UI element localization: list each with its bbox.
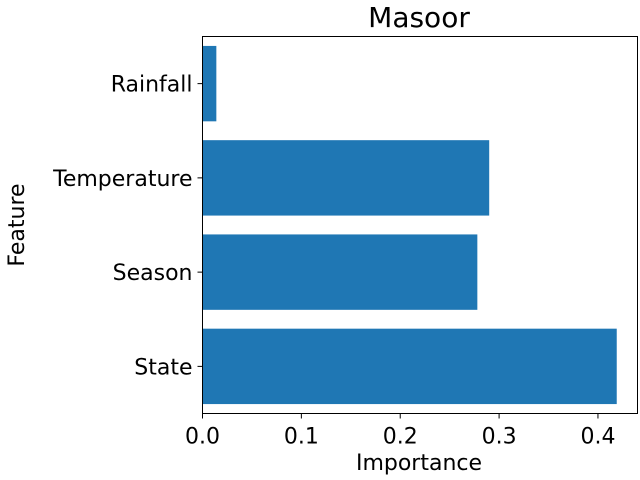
x-axis-ticks: 0.0 0.1 0.2 0.3 0.4 (185, 413, 615, 450)
y-axis-label: Feature (5, 183, 30, 266)
bar-rainfall (202, 45, 217, 122)
y-axis-ticks: State Season Temperature Rainfall (52, 73, 203, 380)
y-tick-label: State (134, 355, 192, 380)
bars-group (202, 45, 617, 405)
y-tick-label: Temperature (52, 167, 192, 192)
x-tick-label: 0.2 (383, 425, 418, 450)
plot-frame (202, 36, 638, 414)
y-tick-label: Rainfall (111, 73, 193, 98)
x-tick-label: 0.0 (185, 425, 220, 450)
chart-title: Masoor (368, 1, 470, 34)
y-tick-label: Season (113, 261, 193, 286)
x-tick-label: 0.4 (580, 425, 615, 450)
x-tick-label: 0.1 (284, 425, 319, 450)
x-tick-label: 0.3 (482, 425, 517, 450)
bar-season (202, 234, 478, 310)
x-axis-label: Importance (356, 451, 482, 476)
bar-temperature (202, 140, 490, 216)
bar-state (202, 328, 617, 405)
